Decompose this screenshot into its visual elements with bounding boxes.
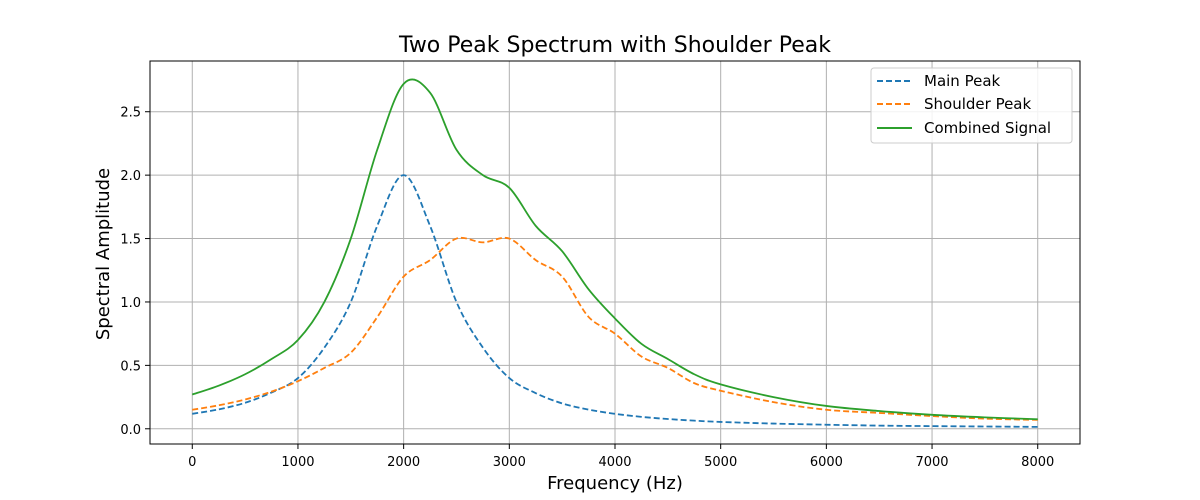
y-tick-label: 1.0 <box>120 296 141 311</box>
legend-label-combined-signal: Combined Signal <box>924 119 1051 137</box>
y-tick-label: 0.5 <box>120 359 141 374</box>
y-axis: 0.0 0.5 1.0 1.5 2.0 2.5 <box>120 106 150 438</box>
combined-signal-line <box>191 78 1038 421</box>
x-tick-label: 3000 <box>493 455 526 470</box>
legend-label-main-peak: Main Peak <box>924 72 1001 90</box>
y-tick-label: 1.5 <box>120 233 141 248</box>
x-tick-label: 5000 <box>704 455 737 470</box>
y-tick-label: 2.0 <box>120 169 141 184</box>
main-peak-line <box>192 174 1038 428</box>
y-tick-label: 2.5 <box>120 106 141 121</box>
legend: Main Peak Shoulder Peak Combined Signal <box>870 67 1073 144</box>
x-axis-label: Frequency (Hz) <box>547 473 683 494</box>
grid <box>150 61 1080 444</box>
y-axis-label: Spectral Amplitude <box>93 168 114 340</box>
legend-box <box>870 67 1073 144</box>
legend-label-shoulder-peak: Shoulder Peak <box>924 95 1031 113</box>
x-tick-label: 7000 <box>915 455 948 470</box>
shoulder-peak-line <box>192 236 1038 421</box>
y-tick-label: 0.0 <box>120 423 141 438</box>
x-tick-label: 2000 <box>387 455 420 470</box>
x-axis: 0 1000 2000 3000 4000 5000 6000 7000 8000 <box>188 444 1054 470</box>
x-tick-label: 8000 <box>1021 455 1054 470</box>
x-tick-label: 1000 <box>281 455 314 470</box>
series-layer <box>191 78 1038 428</box>
x-tick-label: 4000 <box>598 455 631 470</box>
chart-title: Two Peak Spectrum with Shoulder Peak <box>398 33 831 58</box>
x-tick-label: 0 <box>188 455 196 470</box>
x-tick-label: 6000 <box>810 455 843 470</box>
